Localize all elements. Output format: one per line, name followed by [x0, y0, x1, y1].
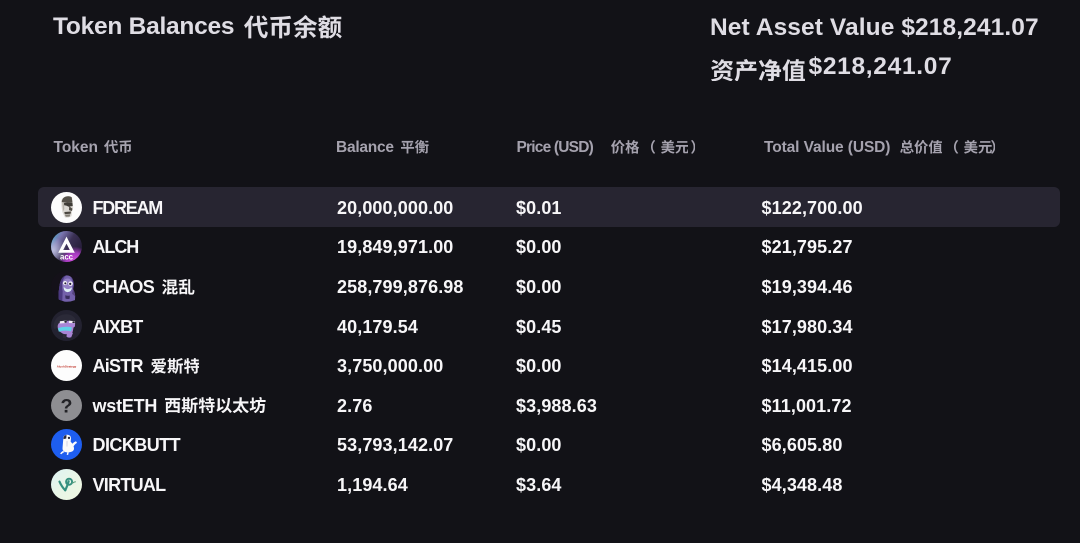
svg-text:acc: acc [60, 252, 74, 261]
svg-text:AIcohStrategy: AIcohStrategy [57, 364, 77, 368]
svg-text:?: ? [61, 395, 73, 417]
